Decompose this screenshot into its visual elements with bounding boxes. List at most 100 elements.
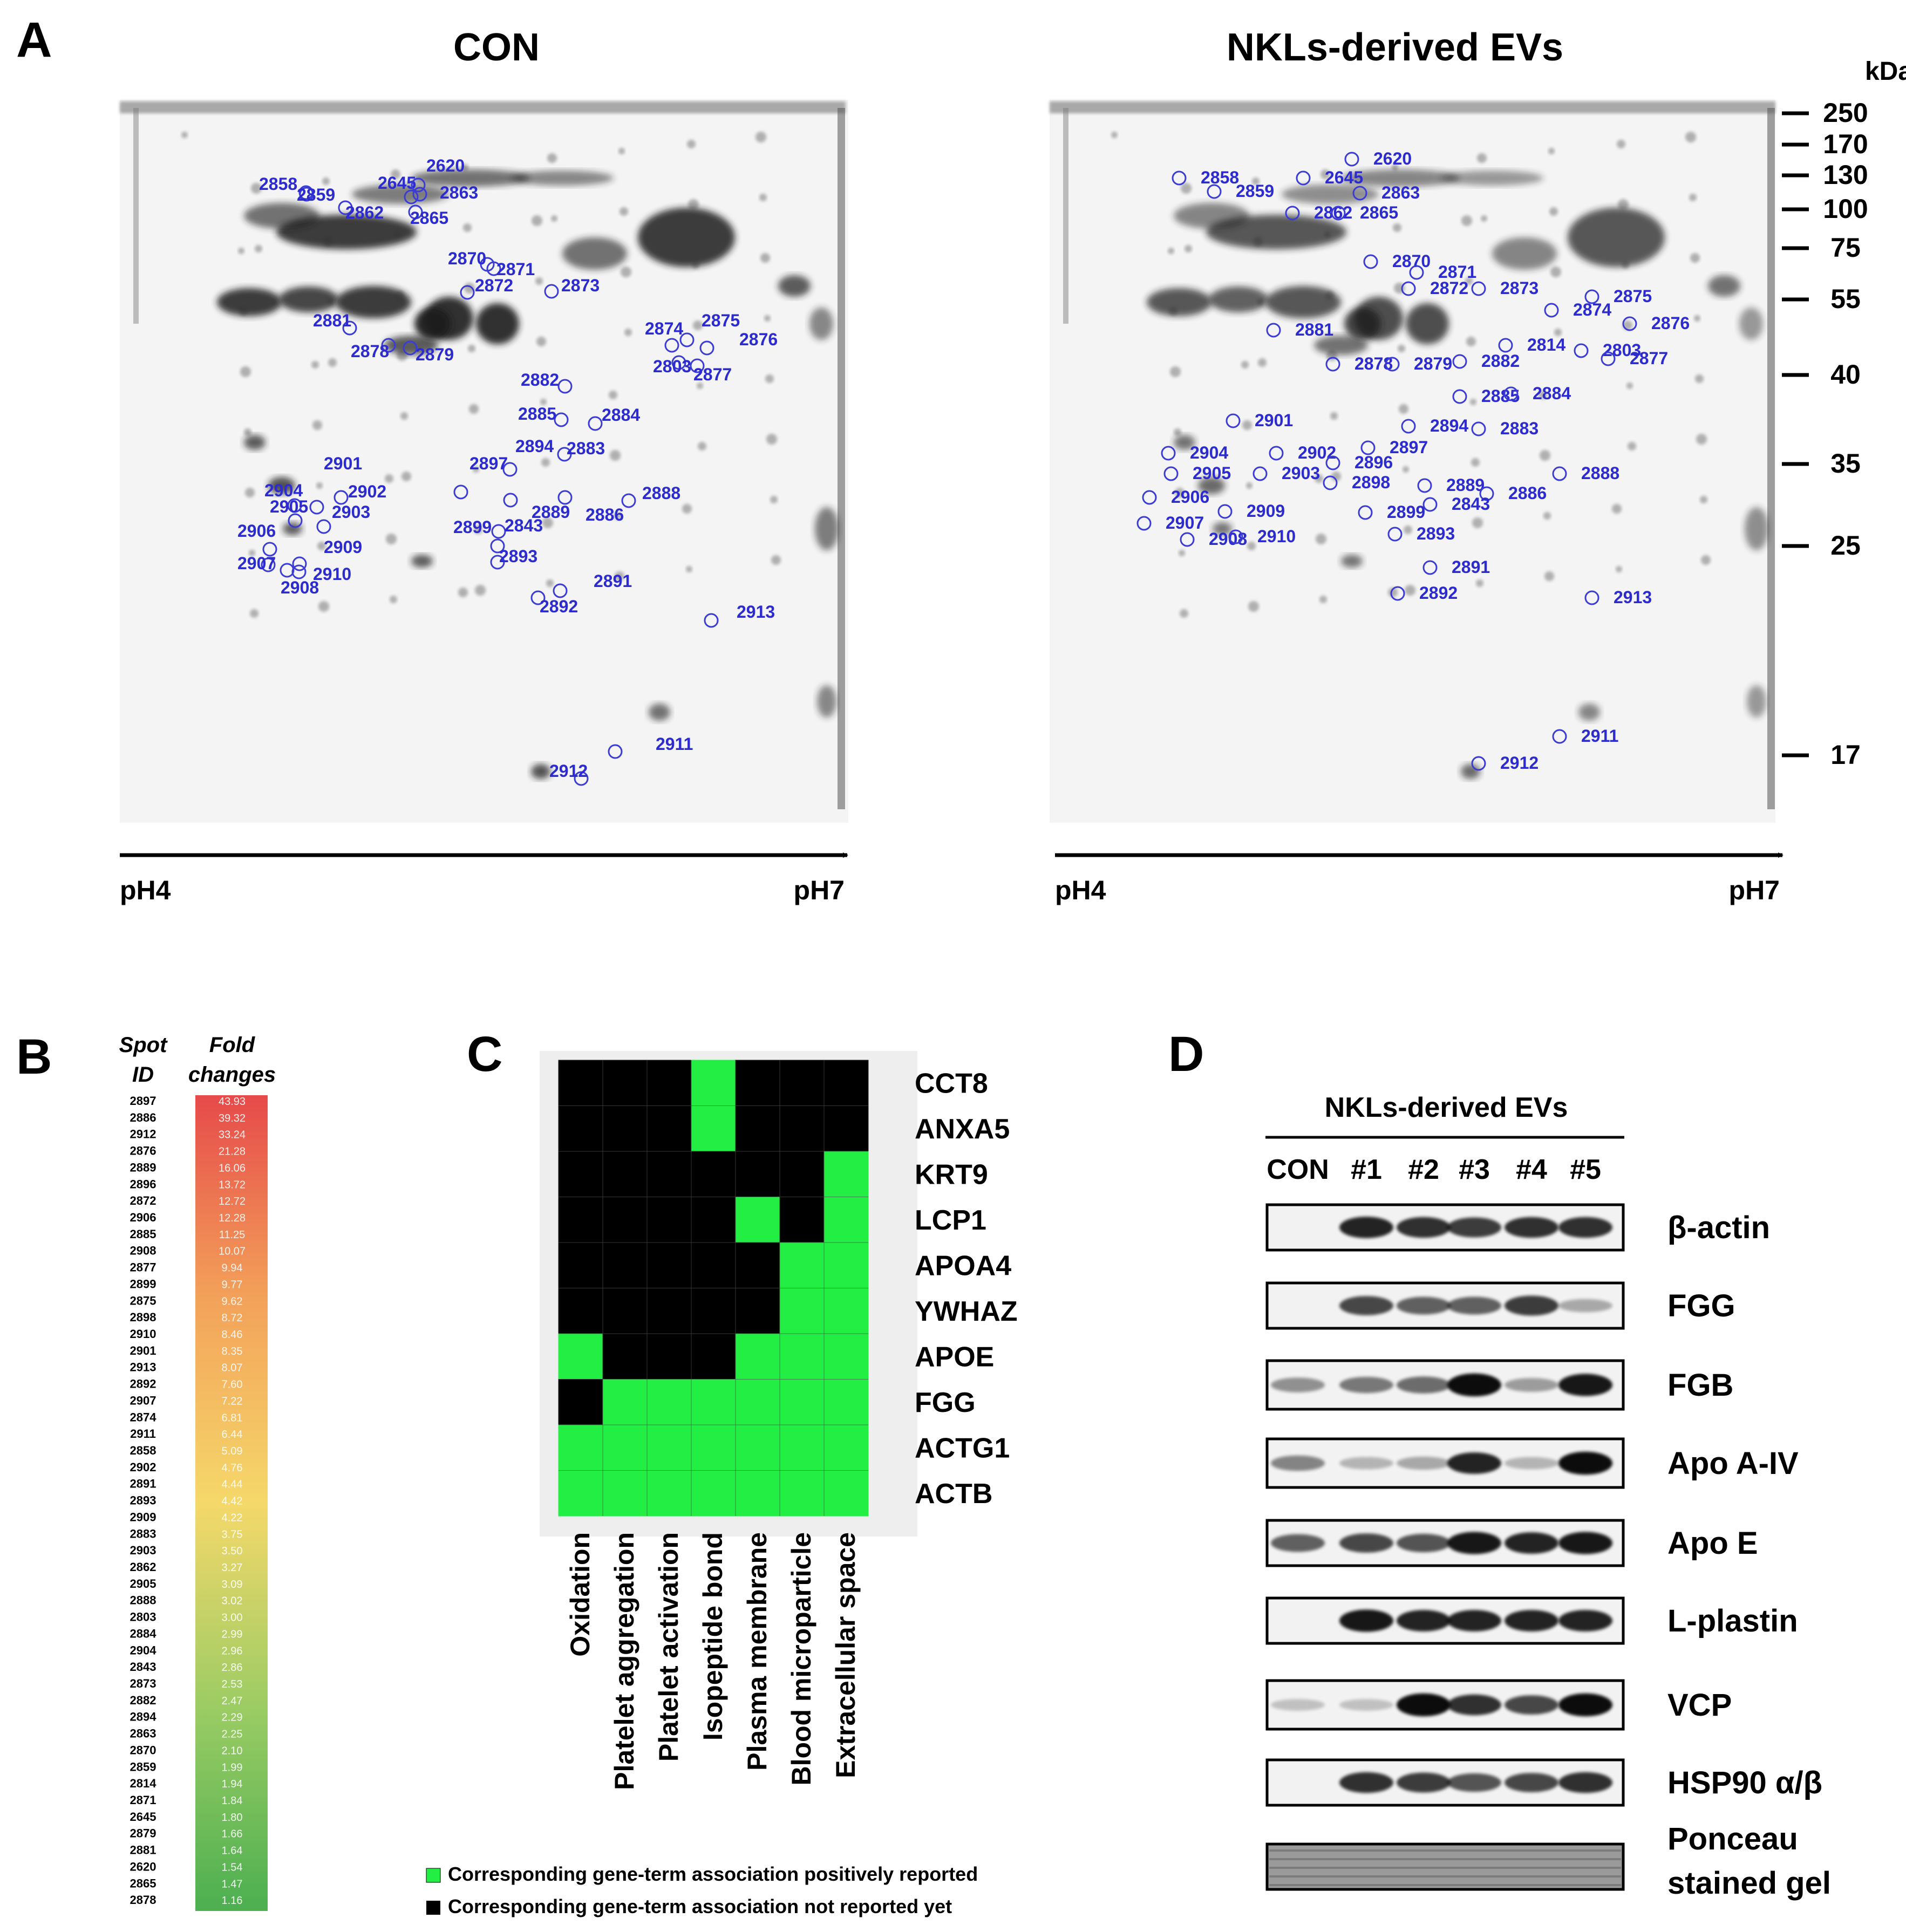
gel-minor-spot [551, 215, 557, 222]
spot-id-cell: 2886 [130, 1111, 156, 1124]
lane-label: CON [1267, 1154, 1329, 1185]
gel-minor-spot [1612, 504, 1622, 514]
spot-id-label: 2876 [739, 330, 778, 349]
gel-minor-spot [1185, 245, 1192, 252]
gel-minor-spot [698, 442, 706, 450]
spot-id-label: 2871 [1438, 262, 1476, 282]
panel-c-letter: C [467, 1027, 502, 1082]
spot-marker-circle [1252, 466, 1268, 481]
spot-id-cell: 2859 [130, 1760, 156, 1773]
heatmap-gene-label: ACTB [915, 1478, 992, 1510]
spot-marker-circle [1136, 516, 1152, 531]
spot-id-label: 2899 [1387, 502, 1425, 522]
kda-label: kDa [1865, 57, 1906, 86]
blot-band [1397, 1610, 1451, 1631]
fold-change-cell: 43.93 [219, 1096, 246, 1108]
spot-id-cell: 2912 [130, 1128, 156, 1141]
spot-id-cell: 2911 [130, 1427, 156, 1441]
spot-marker-circle [412, 187, 427, 202]
spot-id-header-1: Spot [119, 1033, 168, 1057]
spot-id-label: 2909 [1247, 501, 1285, 521]
spot-marker-circle [1269, 446, 1284, 461]
gel-protein-spot [562, 237, 627, 270]
blot-band [1505, 1532, 1558, 1554]
fold-change-cell: 12.72 [219, 1196, 246, 1207]
gel-protein-spot [1314, 336, 1368, 355]
blot-band [1505, 1295, 1558, 1316]
gel-con-protein-spots [120, 101, 846, 809]
ph-low-nkl: pH4 [1055, 875, 1106, 905]
fold-change-cell: 4.22 [222, 1512, 243, 1524]
spot-marker-circle [621, 493, 636, 508]
heatmap-cell [735, 1242, 780, 1288]
fold-change-cell: 4.42 [222, 1496, 243, 1507]
heatmap-cell [558, 1424, 603, 1471]
fold-change-cell: 7.60 [222, 1379, 243, 1391]
gel-minor-spot [1543, 512, 1551, 520]
blot-band [1271, 1534, 1325, 1552]
fold-change-cell: 3.50 [222, 1545, 243, 1557]
heatmap-gene-label: FGG [915, 1387, 976, 1418]
gel-minor-spot [390, 596, 397, 603]
heatmap-term-label: Platelet aggregation [609, 1532, 639, 1790]
blot-band [1339, 1699, 1393, 1711]
gel-protein-spot [1174, 435, 1195, 450]
gel-minor-spot [1330, 412, 1338, 420]
spot-marker-circle [1217, 504, 1233, 519]
gel-minor-spot [1331, 472, 1341, 481]
fold-change-cell: 2.99 [222, 1628, 243, 1640]
spot-marker-circle [316, 519, 331, 534]
spot-id-label: 2881 [1295, 320, 1333, 339]
spot-id-label: 2872 [475, 276, 513, 295]
spot-marker-circle [574, 771, 589, 786]
fold-change-cell: 1.66 [222, 1828, 243, 1840]
spot-id-label: 2886 [1508, 483, 1547, 503]
gel-minor-spot [760, 253, 770, 263]
gel-minor-spot [245, 488, 255, 497]
spot-marker-circle [1363, 254, 1378, 269]
spot-id-label: 2883 [1500, 419, 1539, 438]
fold-change-table: 2897 43.93 2886 39.32 2912 33.24 2876 21.28 2889… [130, 1094, 246, 1907]
gel-minor-spot [1622, 261, 1629, 269]
heatmap-gene-label: APOE [915, 1341, 994, 1373]
spot-id-cell: 2881 [130, 1844, 156, 1857]
spot-id-label: 2883 [567, 439, 605, 458]
spot-marker-circle [557, 490, 573, 505]
spot-id-cell: 2871 [130, 1793, 156, 1807]
gel-minor-spot [244, 428, 251, 436]
heatmap-cell [735, 1151, 780, 1197]
gel-minor-spot [1169, 307, 1177, 316]
fold-change-cell: 1.64 [222, 1845, 243, 1857]
spot-id-cell: 2877 [130, 1261, 156, 1274]
spot-marker-circle [554, 412, 569, 427]
spot-id-cell: 2892 [130, 1377, 156, 1391]
blot-band [1397, 1217, 1451, 1238]
spot-marker-circle [1471, 281, 1486, 296]
heatmap-cell [779, 1151, 825, 1197]
heatmap-cell [735, 1105, 780, 1152]
panel-d-letter: D [1168, 1027, 1204, 1082]
spot-id-label: 2871 [496, 260, 535, 279]
heatmap-cell [735, 1333, 780, 1380]
ph-high-con: pH7 [794, 875, 845, 905]
heatmap-cell [691, 1060, 736, 1106]
blot-band [1558, 1217, 1612, 1238]
spot-id-label: 2894 [515, 436, 554, 456]
blot-band [1271, 1377, 1325, 1392]
spot-marker-circle [1142, 490, 1157, 505]
western-blots: β-actin FGG FGB Apo A-IV Apo E L-plastin VCP HS… [1265, 1203, 1831, 1901]
blot-label: β-actin [1667, 1210, 1770, 1245]
spot-id-label: 2902 [1298, 443, 1336, 462]
gel-minor-spot [327, 299, 333, 305]
spot-marker-circle [608, 744, 623, 759]
gel-protein-spot [815, 507, 839, 550]
heatmap-term-label: Plasma membrane [742, 1532, 772, 1771]
ph-high-nkl: pH7 [1729, 875, 1780, 905]
lane-label: #3 [1459, 1154, 1490, 1185]
panel-b: B Spot ID Fold changes 2897 43.93 2886 39.3… [16, 1029, 276, 1911]
heatmap-cell [602, 1470, 648, 1517]
fold-change-cell: 2.10 [222, 1745, 243, 1757]
kda-value: 25 [1830, 530, 1861, 561]
gel-minor-spot [311, 361, 319, 368]
spot-id-label: 2814 [1527, 335, 1565, 354]
